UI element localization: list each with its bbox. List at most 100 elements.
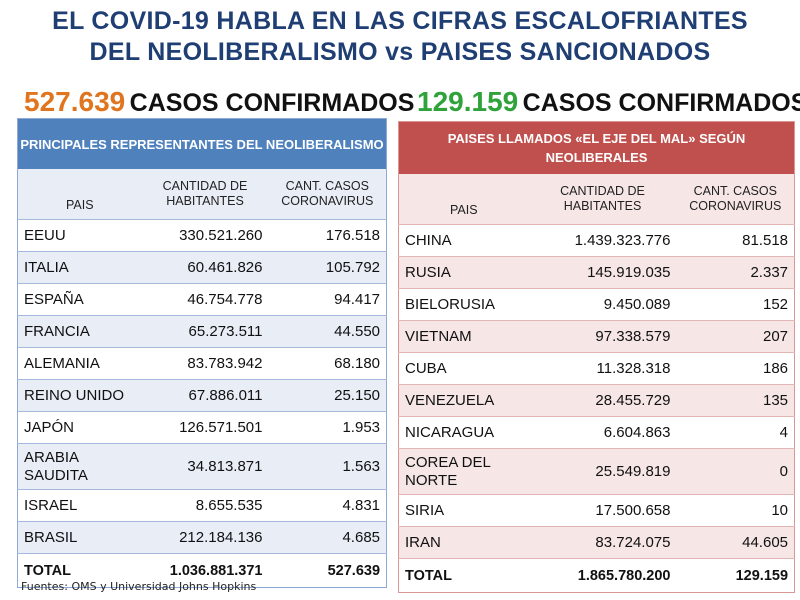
population-cell: 83.783.942 (141, 347, 269, 380)
total-cases: 129.159 (676, 558, 795, 593)
country-cell: REINO UNIDO (17, 379, 142, 412)
country-cell: CUBA (398, 352, 529, 385)
country-cell: VENEZUELA (398, 384, 529, 417)
population-cell: 126.571.501 (141, 411, 269, 444)
table-caption: PRINCIPALES REPRESENTANTES DEL NEOLIBERA… (17, 118, 387, 169)
total-population: 1.865.780.200 (528, 558, 677, 593)
table-row: RUSIA 145.919.035 2.337 (398, 256, 795, 289)
population-cell: 28.455.729 (528, 384, 677, 417)
population-cell: 17.500.658 (528, 494, 677, 527)
table-row: CUBA 11.328.318 186 (398, 352, 795, 385)
table-row: JAPÓN 126.571.501 1.953 (17, 411, 387, 444)
total-row: TOTAL 1.865.780.200 129.159 (398, 558, 795, 593)
left-headline: 527.639 CASOS CONFIRMADOS (24, 86, 414, 118)
cases-cell: 135 (676, 384, 795, 417)
country-cell: SIRIA (398, 494, 529, 527)
left-headline-number: 527.639 (24, 86, 126, 117)
country-cell: IRAN (398, 526, 529, 559)
population-cell: 9.450.089 (528, 288, 677, 321)
cases-cell: 1.953 (268, 411, 387, 444)
left-headline-text: CASOS CONFIRMADOS (129, 89, 415, 117)
table-row: IRAN 83.724.075 44.605 (398, 526, 795, 559)
total-label: TOTAL (398, 558, 529, 593)
cases-cell: 81.518 (676, 224, 795, 257)
population-cell: 6.604.863 (528, 416, 677, 449)
population-cell: 8.655.535 (141, 489, 269, 522)
table-row: ESPAÑA 46.754.778 94.417 (17, 283, 387, 316)
column-header-habitantes: CANTIDAD DE HABITANTES (528, 174, 677, 225)
cases-cell: 4.685 (268, 521, 387, 554)
table-body: CHINA 1.439.323.776 81.518 RUSIA 145.919.035… (398, 224, 795, 593)
country-cell: CHINA (398, 224, 529, 257)
population-cell: 34.813.871 (141, 443, 269, 490)
table-row: CHINA 1.439.323.776 81.518 (398, 224, 795, 257)
population-cell: 1.439.323.776 (528, 224, 677, 257)
table-caption: PAISES LLAMADOS «EL EJE DEL MAL» SEGÚN N… (398, 121, 795, 174)
cases-cell: 207 (676, 320, 795, 353)
column-header-pais: PAIS (398, 174, 529, 225)
cases-cell: 4 (676, 416, 795, 449)
country-cell: NICARAGUA (398, 416, 529, 449)
country-cell: BIELORUSIA (398, 288, 529, 321)
cases-cell: 68.180 (268, 347, 387, 380)
cases-cell: 2.337 (676, 256, 795, 289)
title-line-1: EL COVID-19 HABLA EN LAS CIFRAS ESCALOFR… (52, 7, 748, 35)
cases-cell: 152 (676, 288, 795, 321)
population-cell: 83.724.075 (528, 526, 677, 559)
right-headline-text: CASOS CONFIRMADOS (522, 89, 800, 117)
total-label: TOTAL (17, 553, 142, 588)
table-row: ARABIA SAUDITA 34.813.871 1.563 (17, 443, 387, 490)
country-cell: ESPAÑA (17, 283, 142, 316)
country-cell: ISRAEL (17, 489, 142, 522)
cases-cell: 10 (676, 494, 795, 527)
country-cell: BRASIL (17, 521, 142, 554)
country-cell: EEUU (17, 219, 142, 252)
table-row: ALEMANIA 83.783.942 68.180 (17, 347, 387, 380)
cases-cell: 105.792 (268, 251, 387, 284)
column-headers: PAIS CANTIDAD DE HABITANTES CANT. CASOS … (17, 169, 387, 220)
cases-cell: 176.518 (268, 219, 387, 252)
table-row: ISRAEL 8.655.535 4.831 (17, 489, 387, 522)
population-cell: 145.919.035 (528, 256, 677, 289)
total-population: 1.036.881.371 (141, 553, 269, 588)
population-cell: 212.184.136 (141, 521, 269, 554)
country-cell: ITALIA (17, 251, 142, 284)
country-cell: JAPÓN (17, 411, 142, 444)
cases-cell: 4.831 (268, 489, 387, 522)
total-row: TOTAL 1.036.881.371 527.639 (17, 553, 387, 588)
column-header-casos: CANT. CASOS CORONAVIRUS (268, 169, 387, 220)
table-row: ITALIA 60.461.826 105.792 (17, 251, 387, 284)
title-line-2: DEL NEOLIBERALISMO vs PAISES SANCIONADOS (89, 38, 711, 66)
page-title: EL COVID-19 HABLA EN LAS CIFRAS ESCALOFR… (0, 6, 800, 68)
right-headline-number: 129.159 (417, 86, 519, 117)
cases-cell: 44.550 (268, 315, 387, 348)
column-headers: PAIS CANTIDAD DE HABITANTES CANT. CASOS … (398, 174, 795, 225)
table-row: FRANCIA 65.273.511 44.550 (17, 315, 387, 348)
population-cell: 25.549.819 (528, 448, 677, 495)
country-cell: FRANCIA (17, 315, 142, 348)
table-row: BRASIL 212.184.136 4.685 (17, 521, 387, 554)
table-row: VENEZUELA 28.455.729 135 (398, 384, 795, 417)
country-cell: ARABIA SAUDITA (17, 443, 142, 490)
source-note: Fuentes: OMS y Universidad Johns Hopkins (21, 580, 257, 593)
column-header-habitantes: CANTIDAD DE HABITANTES (141, 169, 269, 220)
cases-cell: 186 (676, 352, 795, 385)
cases-cell: 94.417 (268, 283, 387, 316)
cases-cell: 44.605 (676, 526, 795, 559)
table-row: NICARAGUA 6.604.863 4 (398, 416, 795, 449)
country-cell: COREA DEL NORTE (398, 448, 529, 495)
total-cases: 527.639 (268, 553, 387, 588)
table-row: SIRIA 17.500.658 10 (398, 494, 795, 527)
table-row: REINO UNIDO 67.886.011 25.150 (17, 379, 387, 412)
population-cell: 11.328.318 (528, 352, 677, 385)
cases-cell: 1.563 (268, 443, 387, 490)
population-cell: 67.886.011 (141, 379, 269, 412)
table-row: EEUU 330.521.260 176.518 (17, 219, 387, 252)
cases-cell: 0 (676, 448, 795, 495)
column-header-pais: PAIS (17, 169, 142, 220)
right-headline: 129.159 CASOS CONFIRMADOS (417, 86, 800, 118)
population-cell: 46.754.778 (141, 283, 269, 316)
neoliberal-countries-table: PRINCIPALES REPRESENTANTES DEL NEOLIBERA… (17, 118, 388, 588)
table-row: COREA DEL NORTE 25.549.819 0 (398, 448, 795, 495)
country-cell: RUSIA (398, 256, 529, 289)
